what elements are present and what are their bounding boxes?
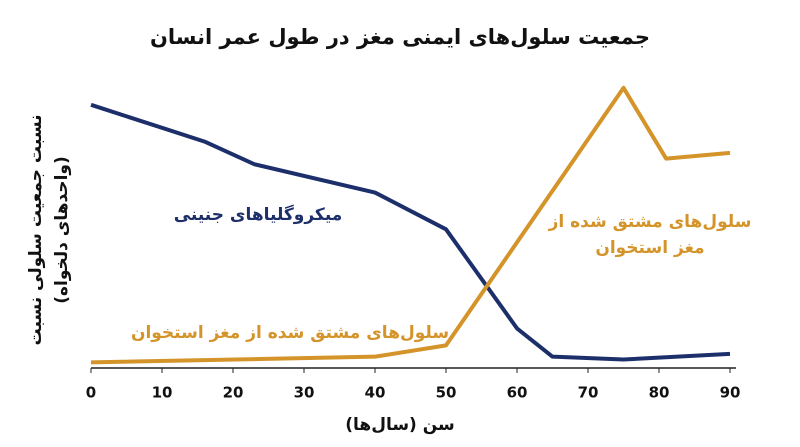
- x-tick-label: 30: [294, 384, 315, 402]
- x-tick-label: 50: [436, 384, 457, 402]
- x-tick-label: 40: [365, 384, 386, 402]
- annotation: سلول‌های مشتق شده از: [548, 212, 752, 232]
- x-tick-label: 60: [507, 384, 528, 402]
- series-label: سلول‌های مشتق شده از مغز استخوان: [131, 323, 449, 343]
- chart-title: جمعیت سلول‌های ایمنی مغز در طول عمر انسا…: [150, 25, 650, 49]
- line: [90, 85, 731, 365]
- series-label: میکروگلیاهای جنینی: [174, 204, 343, 225]
- x-tick-label: 0: [86, 384, 96, 402]
- y-axis-label: نسبت جمعیت سلولی نسبت: [26, 114, 46, 345]
- y-axis-label: (واحدهای دلخواه): [52, 156, 72, 304]
- x-axis-label: سن (سال‌ها): [345, 415, 455, 435]
- line: [90, 102, 731, 362]
- annotation: مغز استخوان: [595, 238, 704, 258]
- x-tick-label: 20: [223, 384, 244, 402]
- x-tick-label: 10: [152, 384, 173, 402]
- x-tick-label: 80: [649, 384, 670, 402]
- x-tick-label: 70: [578, 384, 599, 402]
- x-tick-label: 90: [720, 384, 741, 402]
